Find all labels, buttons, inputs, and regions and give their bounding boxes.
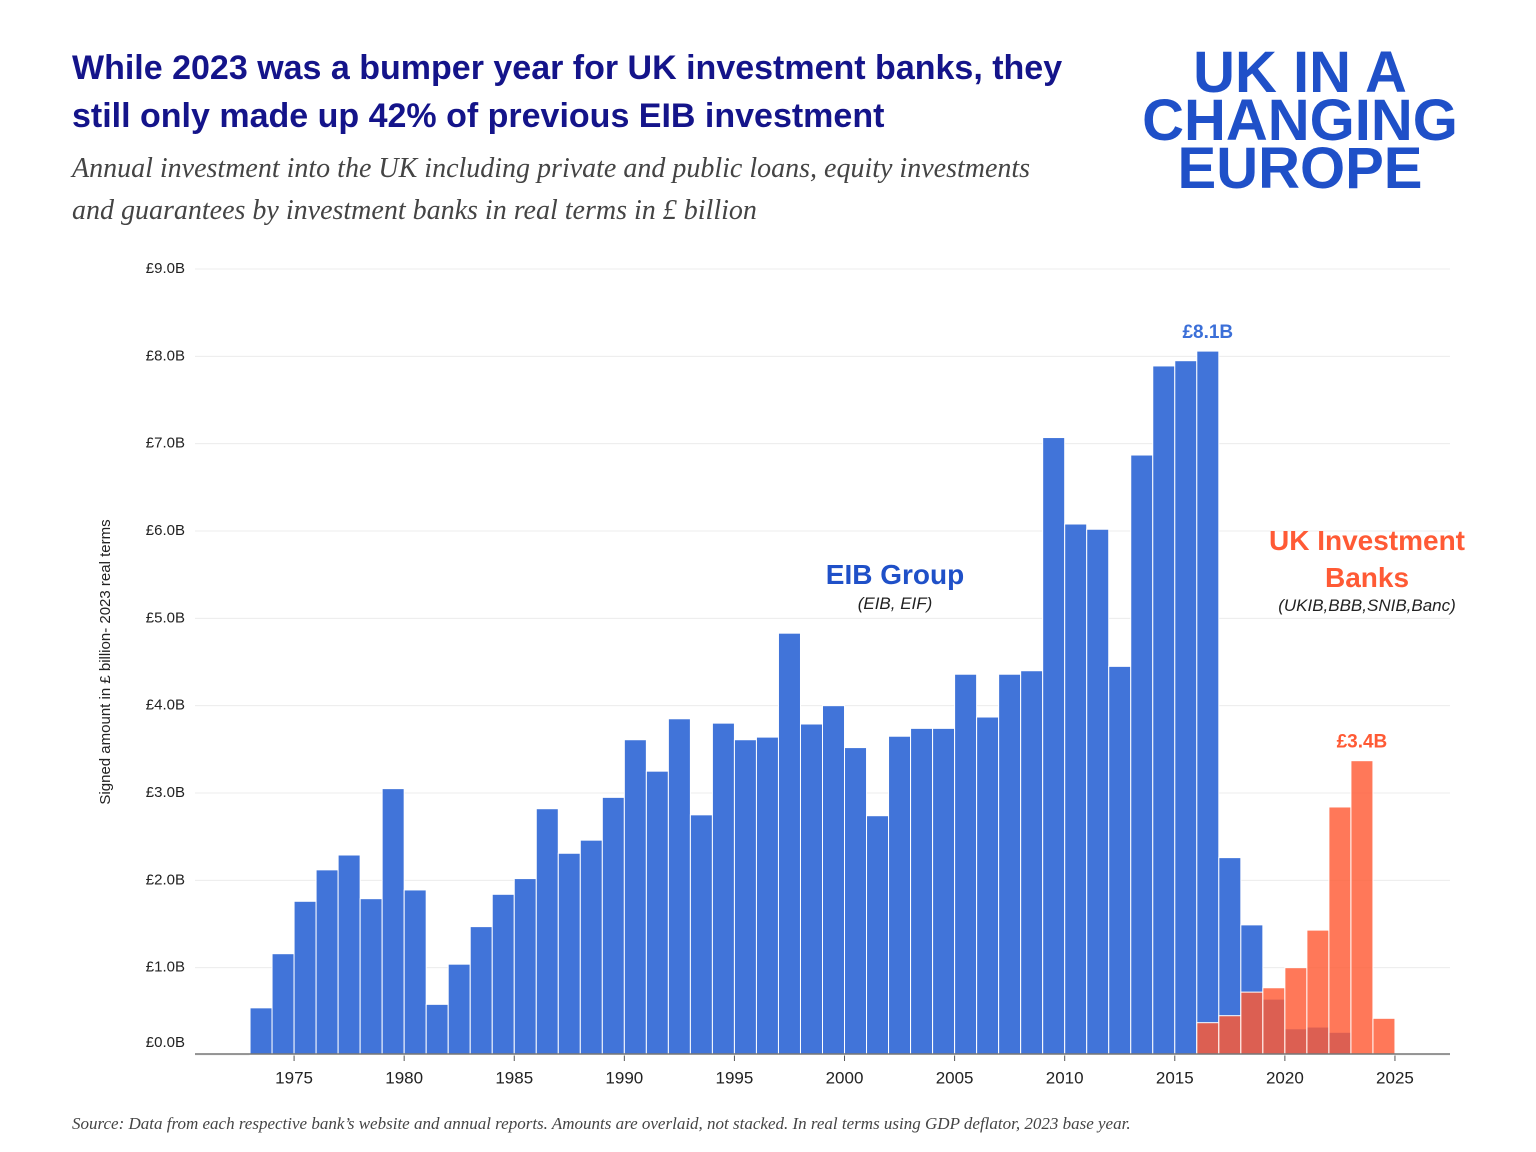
bar (513, 878, 537, 1056)
bar (293, 900, 317, 1056)
bar (976, 716, 1000, 1056)
y-tick-label: £8.0B (146, 347, 185, 364)
bar (381, 788, 405, 1056)
bar (998, 673, 1022, 1056)
bar (1020, 670, 1044, 1056)
x-tick-label: 2025 (1376, 1068, 1414, 1087)
bar (932, 727, 956, 1056)
bar (1284, 967, 1308, 1056)
bar (557, 852, 581, 1056)
x-tick-label: 1980 (385, 1068, 423, 1087)
series-label: UK Investment Banks (1268, 525, 1466, 593)
bar (271, 953, 295, 1056)
bar (579, 839, 603, 1056)
series-label: EIB Group (825, 559, 965, 590)
bar (1372, 1017, 1396, 1056)
bar (954, 673, 978, 1056)
y-tick-label: £2.0B (146, 871, 185, 888)
bar (755, 736, 779, 1056)
y-axis-label: Signed amount in £ billion- 2023 real te… (97, 519, 114, 804)
bar (1240, 991, 1264, 1056)
y-tick-label: £1.0B (146, 959, 185, 976)
x-tick-label: 2000 (826, 1068, 864, 1087)
bar (799, 723, 824, 1056)
bar (1262, 987, 1286, 1056)
y-tick-label: £5.0B (146, 609, 185, 626)
bar (866, 815, 890, 1056)
bar (403, 889, 427, 1056)
bar (601, 796, 625, 1056)
bar (1350, 760, 1374, 1056)
y-tick-label: £4.0B (146, 697, 185, 714)
logo-line: CHANGING (1142, 88, 1458, 153)
bar (645, 770, 669, 1056)
bar (1064, 523, 1088, 1056)
source-note: Source: Data from each respective bank’s… (72, 1114, 1131, 1133)
bar (337, 854, 361, 1056)
bar (1196, 350, 1220, 1056)
bar (315, 869, 339, 1056)
bar (711, 722, 735, 1056)
logo-line: EUROPE (1177, 136, 1423, 201)
value-label: £3.4B (1337, 732, 1388, 753)
bar (689, 814, 713, 1056)
x-tick-label: 2020 (1266, 1068, 1304, 1087)
y-tick-label: £6.0B (146, 522, 185, 539)
bar (469, 926, 493, 1056)
bar (359, 898, 383, 1056)
bar (535, 808, 559, 1056)
bar (1086, 528, 1110, 1056)
x-tick-label: 2005 (936, 1068, 974, 1087)
bar (249, 1007, 273, 1056)
y-tick-label: £0.0B (146, 1034, 185, 1051)
x-tick-label: 2015 (1156, 1068, 1194, 1087)
x-tick-label: 2010 (1046, 1068, 1084, 1087)
bar (667, 718, 691, 1056)
x-tick-label: 1985 (495, 1068, 533, 1087)
bar (1130, 454, 1154, 1056)
bar (1306, 929, 1330, 1056)
x-tick-label: 1990 (605, 1068, 643, 1087)
bar (1152, 365, 1176, 1056)
bar (733, 739, 757, 1056)
bar (1108, 665, 1132, 1056)
bar (844, 747, 868, 1056)
x-tick-label: 1975 (275, 1068, 313, 1087)
series-note: (EIB, EIF) (857, 594, 933, 613)
value-label: £8.1B (1182, 322, 1233, 343)
chart-title: While 2023 was a bumper year for UK inve… (72, 49, 1063, 135)
y-tick-label: £3.0B (146, 784, 185, 801)
bar (491, 893, 515, 1056)
bar (822, 705, 846, 1056)
bar (1328, 806, 1352, 1056)
bar (623, 739, 647, 1056)
bar (1042, 437, 1066, 1056)
bar (1196, 1022, 1220, 1056)
x-tick-label: 1995 (716, 1068, 754, 1087)
bar (447, 963, 471, 1056)
chart-subtitle: Annual investment into the UK including … (72, 153, 1031, 226)
bar (425, 1003, 449, 1056)
bar (910, 727, 934, 1056)
series-note: (UKIB,BBB,SNIB,Banc) (1278, 596, 1456, 615)
bar (777, 632, 801, 1056)
bar (1218, 1015, 1242, 1056)
y-tick-label: £9.0B (146, 260, 185, 277)
bar (1174, 360, 1198, 1056)
y-tick-label: £7.0B (146, 435, 185, 452)
bar (888, 735, 912, 1056)
logo-line: UK IN A (1193, 40, 1407, 105)
